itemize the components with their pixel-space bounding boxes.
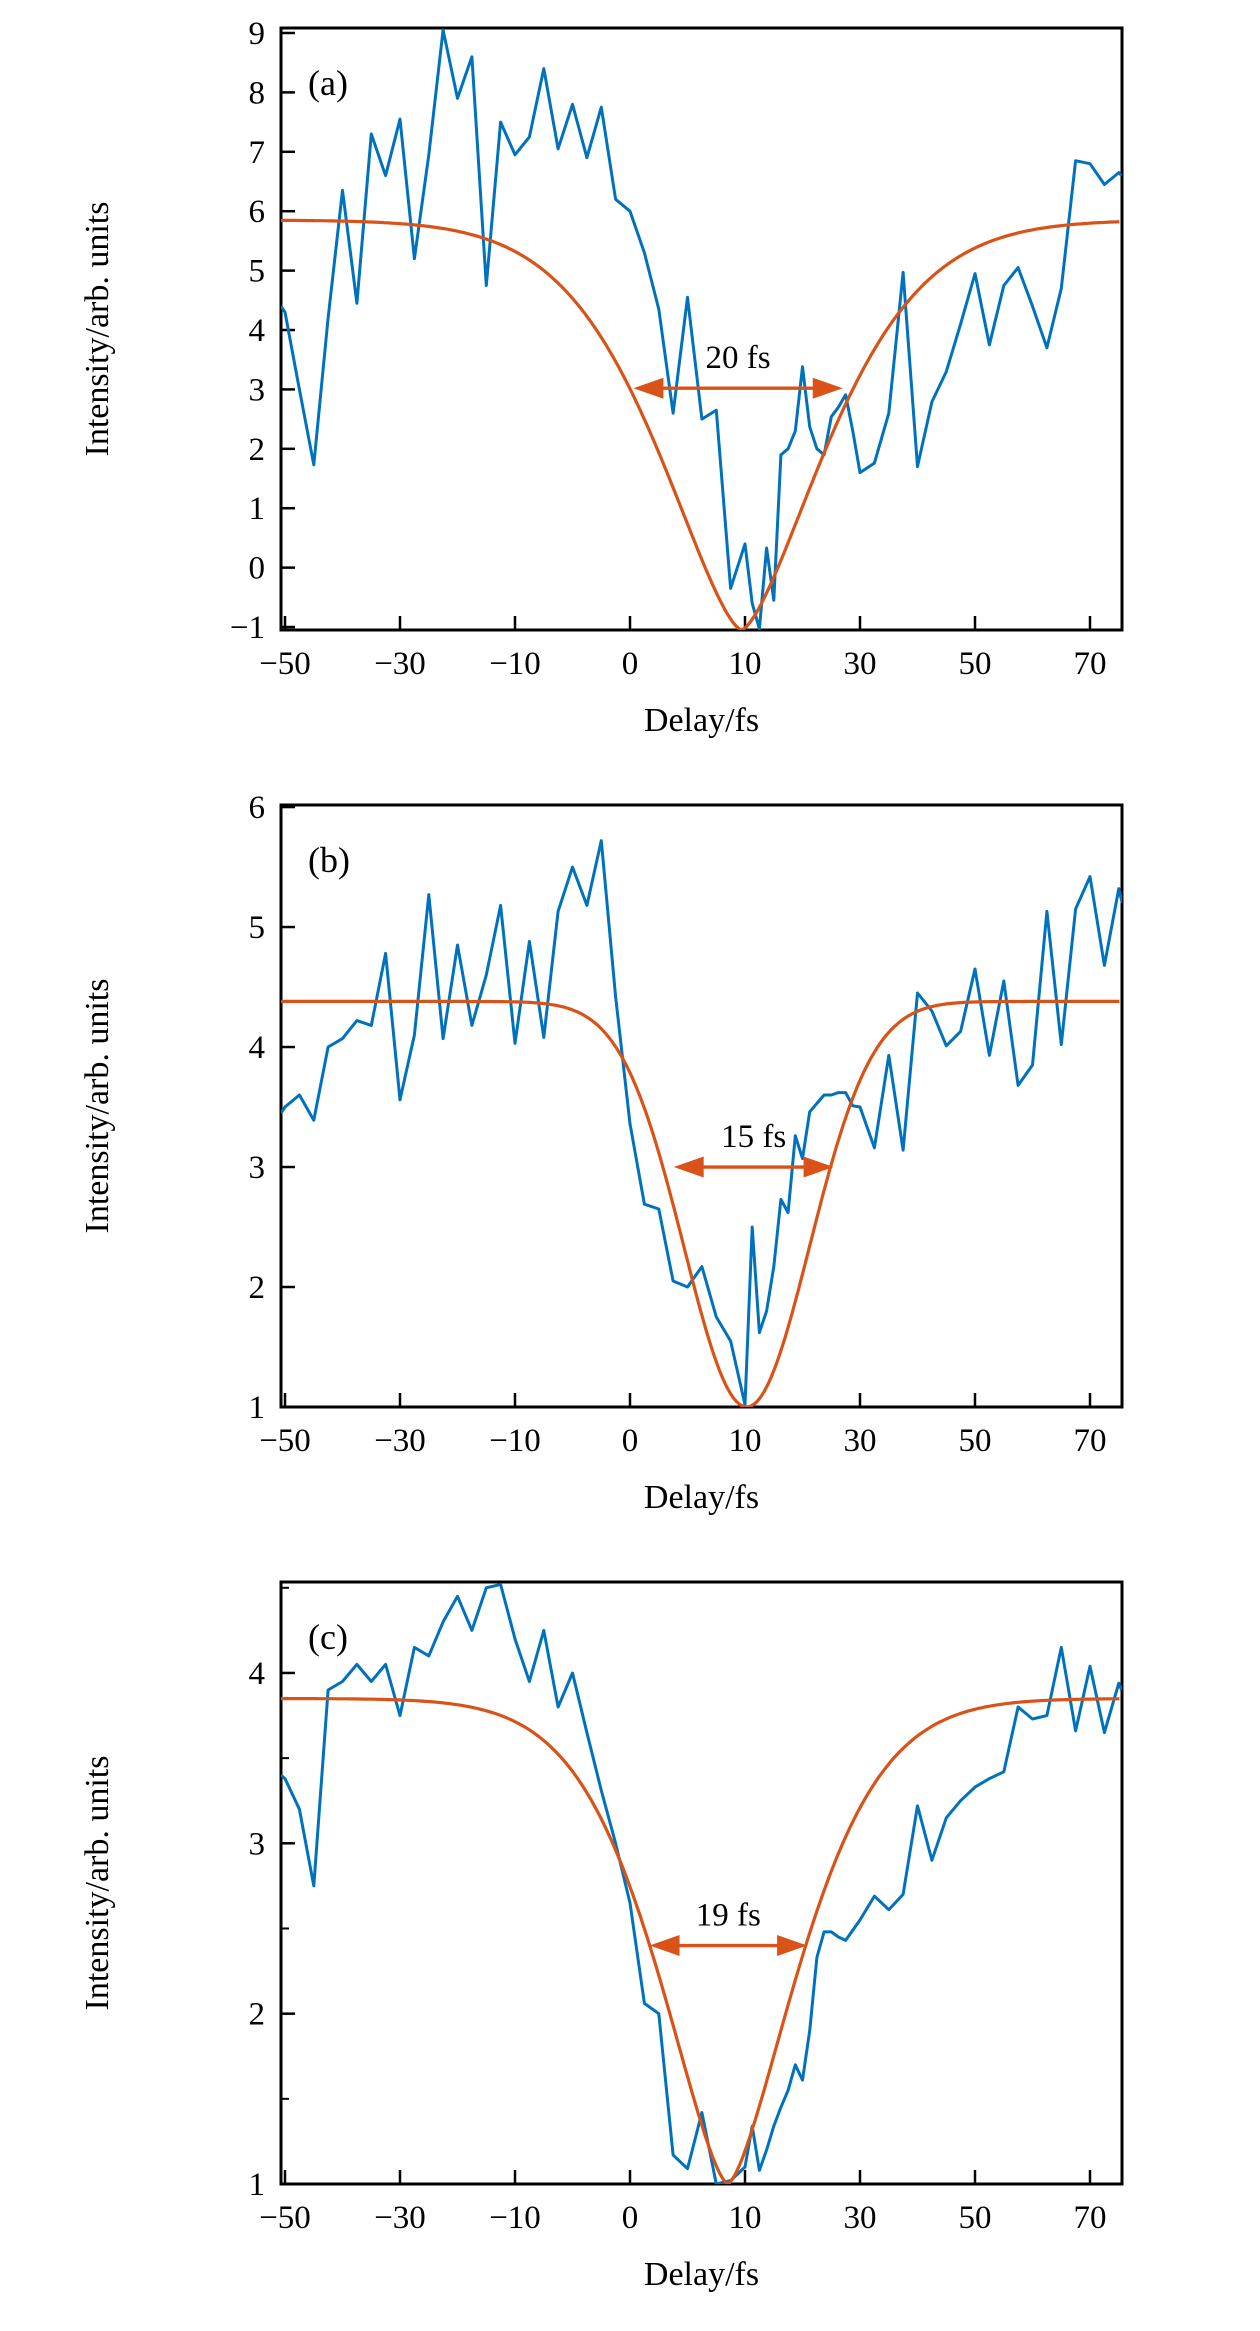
raw-data-curve (281, 839, 1122, 1407)
width-arrow-head-left (649, 1935, 680, 1957)
x-tick-label: −50 (259, 2200, 311, 2236)
fit-curve (281, 999, 1120, 1407)
panel-a-chart: −50 −30 −10 0 10 30 50 709876543210−1Delay/fsIn… (79, 16, 1124, 739)
x-tick-label: 70 (1074, 2200, 1107, 2236)
y-tick-label: 1 (249, 491, 266, 527)
width-arrow-head-right (803, 1156, 834, 1178)
width-arrow-head-left (633, 377, 664, 399)
width-annotation-text: 19 fs (696, 1898, 761, 1934)
x-tick-label: 30 (844, 2200, 877, 2236)
x-tick-label: 10 (729, 2200, 762, 2236)
x-tick-label: −30 (374, 1423, 426, 1459)
width-annotation-text: 20 fs (706, 340, 771, 376)
fit-curve (281, 1697, 1120, 2184)
width-annotation-text: 15 fs (721, 1119, 786, 1155)
x-tick-label: −30 (374, 2200, 426, 2236)
x-tick-label: 10 (729, 1423, 762, 1459)
x-axis-title: Delay/fs (644, 1479, 759, 1516)
x-tick-label: 30 (844, 1423, 877, 1459)
y-tick-label: 2 (249, 432, 266, 468)
y-tick-label: 4 (249, 313, 266, 349)
x-tick-label: 0 (622, 2200, 639, 2236)
panel-b: −50 −30 −10 0 10 30 50 70 6 5 4 3 2 1 Delay/fs Intensit… (0, 777, 1260, 1554)
x-tick-label: −10 (489, 2200, 541, 2236)
plot-frame (279, 26, 1124, 632)
y-tick-label: 6 (249, 790, 266, 826)
width-arrow-head-right (777, 1935, 808, 1957)
fit-curve (281, 218, 1120, 630)
raw-data-curve (281, 1582, 1122, 2184)
x-tick-label: −10 (489, 646, 541, 682)
x-tick-label: −50 (259, 646, 311, 682)
x-tick-label: 0 (622, 646, 639, 682)
x-tick-label: 30 (844, 646, 877, 682)
y-tick-label: 5 (249, 910, 266, 946)
y-tick-label: 3 (249, 372, 266, 408)
y-tick-label: 3 (249, 1150, 266, 1186)
y-tick-label: 8 (249, 75, 266, 111)
raw-data-curve (281, 28, 1122, 630)
y-axis-title: Intensity/arb. units (79, 1756, 116, 2011)
y-tick-label: 9 (249, 16, 266, 52)
y-tick-label: 2 (249, 1997, 266, 2033)
x-tick-label: −30 (374, 646, 426, 682)
x-tick-label: 50 (959, 1423, 992, 1459)
y-tick-label: 7 (249, 135, 266, 171)
panel-b-chart: −50 −30 −10 0 10 30 50 70 6 5 4 3 2 1 Delay/fs Intensit… (79, 790, 1124, 1516)
x-tick-label: 50 (959, 2200, 992, 2236)
plot-frame (279, 1580, 1124, 2186)
panel-label: (c) (308, 1617, 348, 1657)
x-tick-label: −10 (489, 1423, 541, 1459)
x-tick-label: 50 (959, 646, 992, 682)
y-tick-label: 1 (249, 1390, 266, 1426)
y-tick-label: 4 (249, 1030, 266, 1066)
y-tick-label: 4 (249, 1656, 266, 1692)
y-tick-label: 6 (249, 194, 266, 230)
x-tick-label: −50 (259, 1423, 311, 1459)
x-tick-label: 70 (1074, 646, 1107, 682)
y-tick-label: 1 (249, 2167, 266, 2203)
panel-c: −50 −30 −10 0 10 30 50 70 4 3 2 1 Delay/fs Intensity/… (0, 1554, 1260, 2331)
width-arrow-head-left (673, 1156, 704, 1178)
x-tick-label: 0 (622, 1423, 639, 1459)
y-tick-label: −1 (230, 610, 265, 646)
x-axis-title: Delay/fs (644, 702, 759, 739)
y-tick-label: 2 (249, 1270, 266, 1306)
y-tick-label: 5 (249, 254, 266, 290)
panel-label: (b) (308, 840, 350, 880)
plot-frame (279, 803, 1124, 1409)
panel-label: (a) (308, 63, 348, 103)
x-tick-label: 10 (729, 646, 762, 682)
x-axis-title: Delay/fs (644, 2256, 759, 2293)
y-tick-label: 0 (249, 551, 266, 587)
y-axis-title: Intensity/arb. units (79, 979, 116, 1234)
width-arrow-head-right (812, 377, 843, 399)
panel-c-chart: −50 −30 −10 0 10 30 50 70 4 3 2 1 Delay/fs Intensity/… (79, 1580, 1124, 2293)
y-tick-label: 3 (249, 1826, 266, 1862)
y-axis-title: Intensity/arb. units (79, 202, 116, 457)
panel-a: −50 −30 −10 0 10 30 50 70 9 8 7 6 5 4 3 2 1 0 −1 Delay/fs In… (0, 0, 1260, 777)
x-tick-label: 70 (1074, 1423, 1107, 1459)
